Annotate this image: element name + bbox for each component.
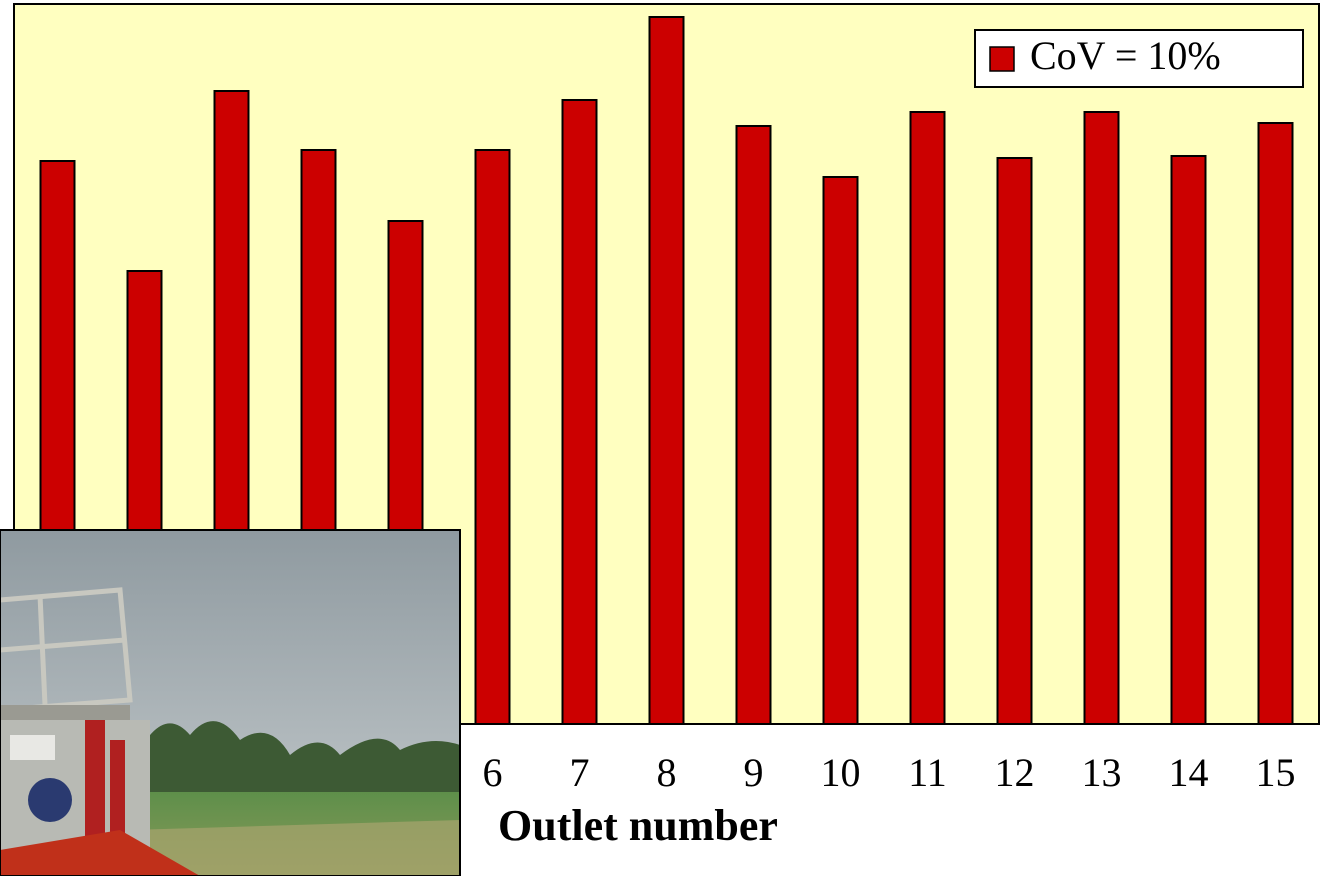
- x-tick-label: 12: [995, 750, 1035, 795]
- x-tick-label: 14: [1169, 750, 1209, 795]
- x-tick-label: 10: [821, 750, 861, 795]
- photo: [0, 530, 460, 876]
- bar: [1259, 123, 1293, 724]
- x-tick-label: 11: [908, 750, 947, 795]
- bar: [1085, 112, 1119, 724]
- photo-image: [0, 530, 460, 876]
- bar: [911, 112, 945, 724]
- chart: CoV = 10% Outlet number: [0, 0, 1320, 876]
- x-tick-label: 7: [570, 750, 590, 795]
- x-tick-label: 13: [1082, 750, 1122, 795]
- bar: [563, 100, 597, 724]
- x-tick-label: 6: [483, 750, 503, 795]
- x-axis-title: Outlet number: [498, 801, 778, 850]
- bar: [650, 17, 684, 724]
- legend-label: CoV = 10%: [1030, 33, 1221, 78]
- bar: [737, 126, 771, 724]
- legend-swatch: [990, 47, 1014, 71]
- legend: CoV = 10%: [975, 30, 1303, 87]
- bar: [998, 158, 1032, 724]
- bar: [1172, 156, 1206, 724]
- bar: [824, 177, 858, 724]
- bar: [476, 150, 510, 724]
- x-tick-label: 8: [657, 750, 677, 795]
- page: CoV = 10% Outlet number: [0, 0, 1320, 876]
- x-tick-label: 9: [744, 750, 764, 795]
- x-tick-label: 15: [1256, 750, 1296, 795]
